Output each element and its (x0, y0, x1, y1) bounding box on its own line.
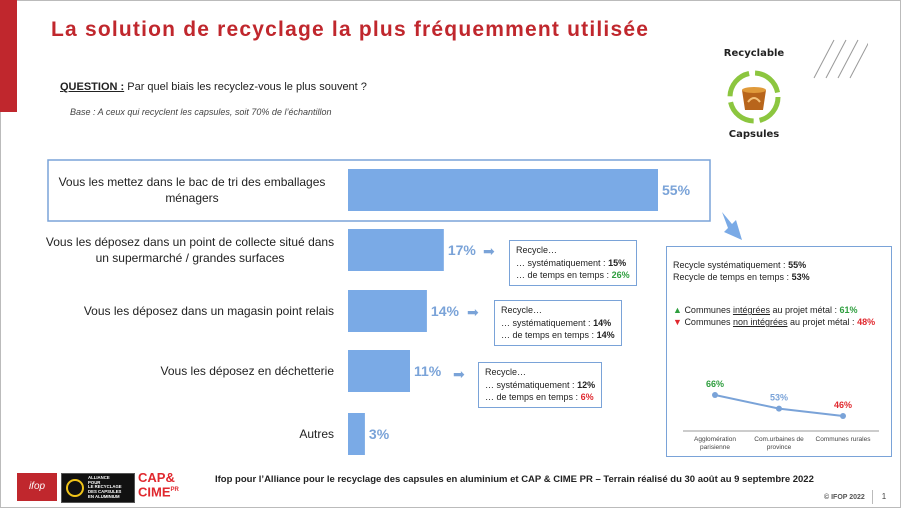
summary-sys-value: 55% (788, 260, 807, 270)
capsule-icon (742, 90, 766, 110)
page-title: La solution de recyclage la plus fréquem… (51, 18, 650, 41)
triangle-up-icon: ▲ (673, 305, 682, 315)
communes-non-integrees: ▼ Communes non intégrées au projet métal… (673, 317, 876, 327)
communes-lines: ▲ Communes intégrées au projet métal : 6… (673, 304, 875, 328)
communes-integrees: ▲ Communes intégrées au projet métal : 6… (673, 305, 858, 315)
point-label: 46% (834, 400, 852, 410)
arrow-right-icon: ➡ (483, 243, 495, 259)
category-label: Vous les mettez dans le bac de tri des e… (59, 175, 326, 205)
question-label: QUESTION : (60, 81, 125, 93)
bar (348, 413, 365, 455)
point-label: 53% (770, 393, 788, 403)
alliance-logo: ALLIANCE POUR LE RECYCLAGE DES CAPSULES EN A… (61, 473, 135, 503)
bar-value-label: 14% (431, 303, 460, 319)
bar (348, 229, 444, 271)
page-number: 1 (872, 490, 895, 504)
ifop-logo: ifop (17, 473, 57, 501)
bar-value-label: 17% (448, 242, 477, 258)
bar (348, 169, 658, 211)
summary-lines: Recycle systématiquement : 55% Recycle d… (673, 259, 810, 283)
category-label: Vous les déposez dans un magasin point r… (84, 304, 334, 318)
recycle-detail-box: Recycle…… systématiquement : 15%… de tem… (509, 240, 637, 286)
series-point (840, 413, 846, 419)
category-label: Vous les déposez dans un point de collec… (46, 235, 334, 265)
highlight-frame (47, 159, 711, 222)
bar-value-label: 3% (369, 426, 390, 442)
x-tick-label: Communes rurales (816, 436, 872, 443)
x-tick-label: Com.urbaines de province (754, 436, 804, 451)
question: QUESTION : Par quel biais les recyclez-v… (60, 81, 367, 93)
series-point (776, 405, 782, 412)
recycle-title: Recycle… (501, 305, 543, 315)
bar (348, 290, 427, 332)
accent-bar (0, 0, 17, 112)
triangle-down-icon: ▼ (673, 317, 682, 327)
arrow-right-icon: ➡ (467, 304, 479, 320)
capcime-logo: CAP& CIMEPR (138, 470, 179, 500)
logo-bottom-text: Capsules (729, 129, 780, 140)
alliance-logo-text: ALLIANCE POUR LE RECYCLAGE DES CAPSULES EN A… (88, 475, 122, 499)
series-point (712, 392, 718, 398)
question-text: Par quel biais les recyclez-vous le plus… (127, 81, 367, 93)
big-arrow-down-icon (722, 212, 742, 240)
footer-text: Ifop pour l’Alliance pour le recyclage d… (215, 474, 814, 485)
category-label: Autres (299, 427, 334, 441)
recycle-title: Recycle… (485, 367, 527, 377)
x-tick-label: Agglomération parisienne (694, 436, 736, 451)
recycle-detail-box: Recycle…… systématiquement : 12%… de tem… (478, 362, 603, 408)
base-note: Base : A ceux qui recyclent les capsules… (70, 107, 332, 117)
recycle-detail-box: Recycle…… systématiquement : 14%… de tem… (494, 300, 622, 346)
summary-temps-label: Recycle de temps en temps : (673, 272, 790, 282)
alliance-ring-icon (66, 479, 84, 497)
copyright: © IFOP 2022 (824, 494, 865, 501)
summary-temps-value: 53% (791, 272, 810, 282)
bar-value-label: 55% (662, 182, 691, 198)
logo-top-text: Recyclable (724, 48, 785, 59)
summary-sys-label: Recycle systématiquement : (673, 260, 786, 270)
point-label: 66% (706, 379, 724, 389)
category-label: Vous les déposez en déchetterie (161, 364, 335, 378)
recycle-ring-icon (727, 70, 781, 124)
bar-chart: 55% Vous les mettez dans le bac de tri de… (46, 159, 711, 455)
commune-line-chart: 66% 53% 46% Agglomération parisienne Com.urba… (683, 379, 879, 451)
recycle-title: Recycle… (516, 245, 558, 255)
bar (348, 350, 410, 392)
bar-value-label: 11% (414, 363, 442, 379)
arrow-right-icon: ➡ (453, 366, 465, 382)
hatch-decoration (813, 39, 868, 79)
recyclable-capsules-logo: Recyclable Capsules (724, 48, 785, 140)
right-summary-panel: Recycle systématiquement : 55% Recycle d… (666, 246, 892, 457)
